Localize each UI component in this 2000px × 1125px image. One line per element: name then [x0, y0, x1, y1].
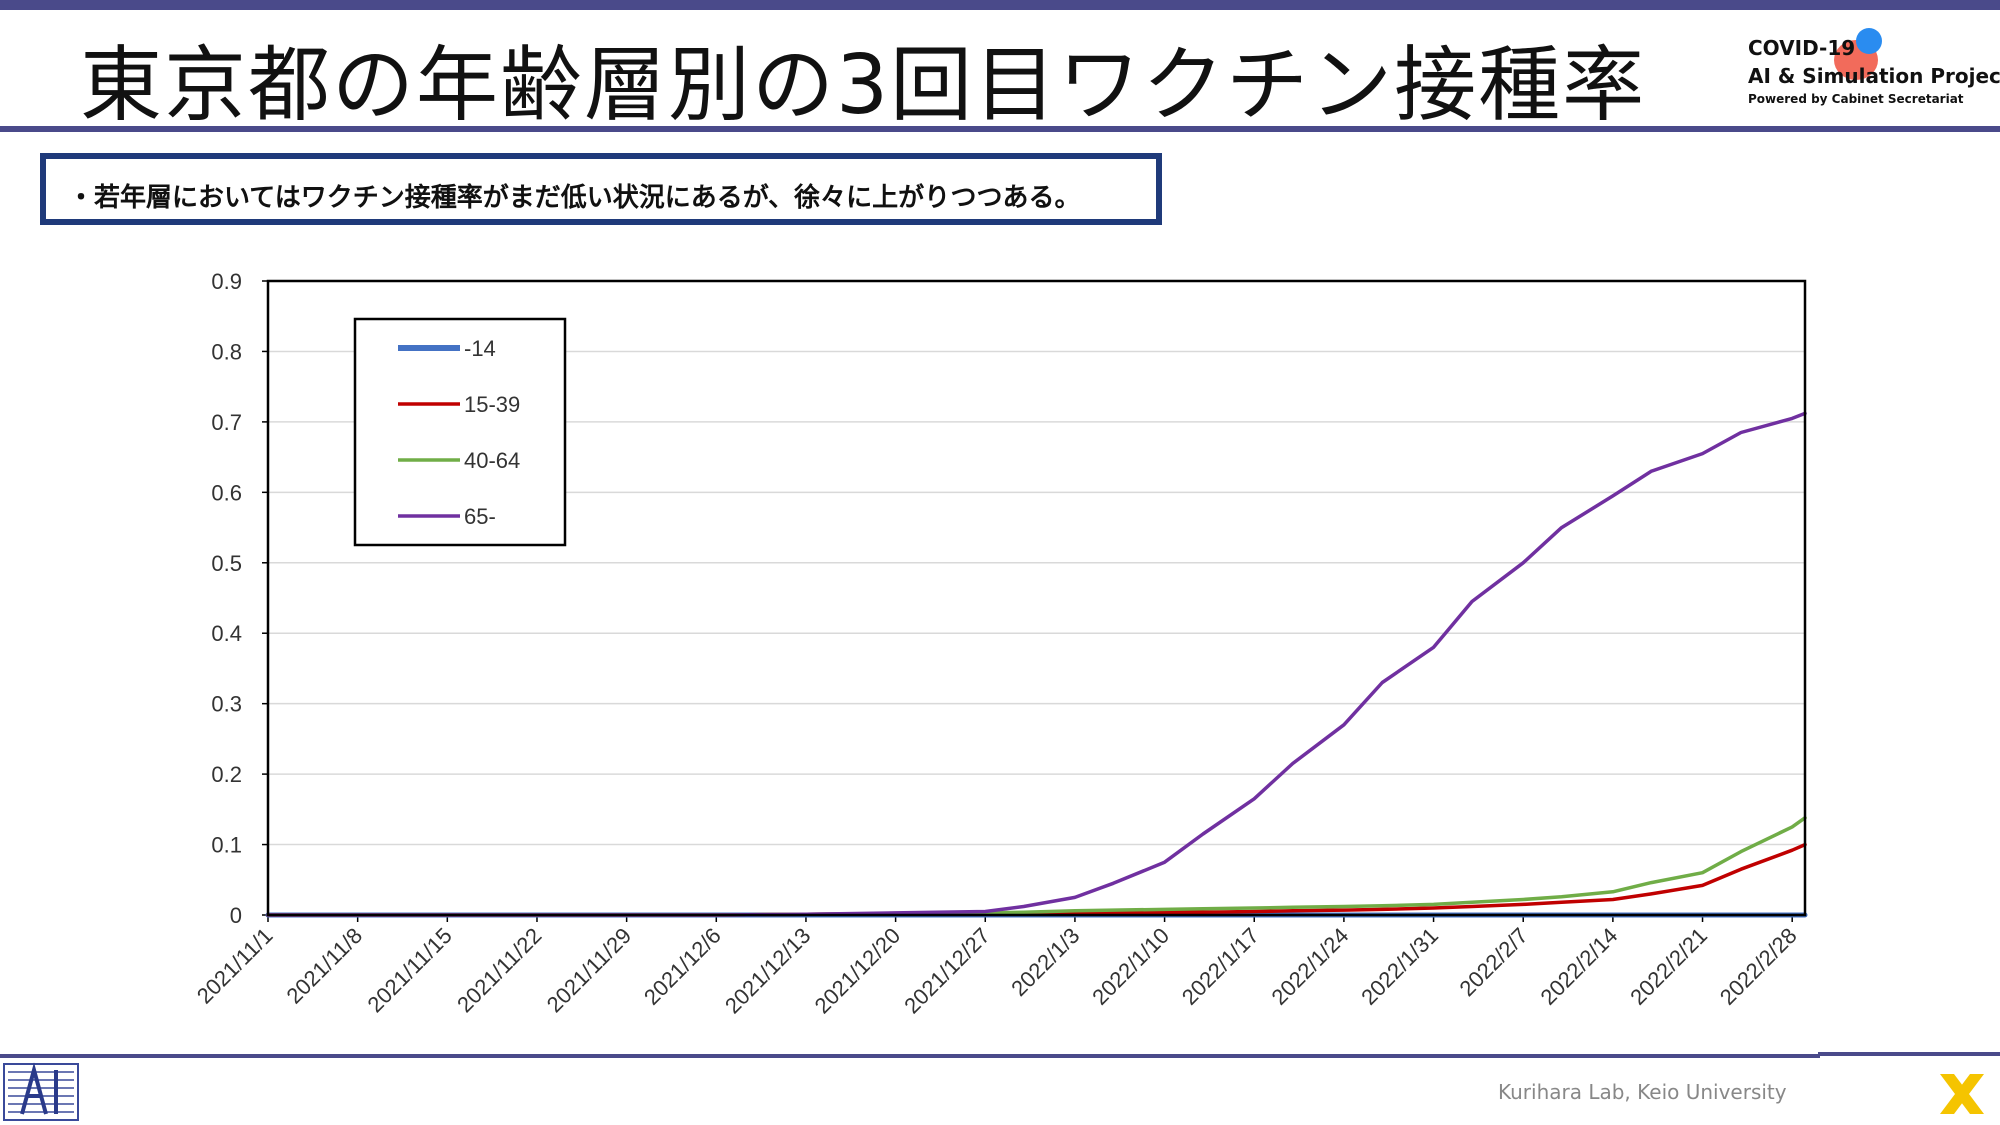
x-tick-label: 2021/11/29: [542, 923, 636, 1017]
title-rule: [0, 126, 2000, 132]
y-tick-label: 0.3: [211, 692, 242, 717]
x-axis-ticks: 2021/11/1 2021/11/82021/11/152021/11/2220…: [192, 915, 1802, 1018]
x-tick-label: 2021/11/22: [452, 923, 546, 1017]
callout-text: ・若年層においてはワクチン接種率がまだ低い状況にあるが、徐々に上がりつつある。: [68, 183, 1081, 213]
logo-line2: AI & Simulation Project: [1748, 64, 2000, 88]
x-tick-label: 2021/11/15: [362, 923, 456, 1017]
x-tick-label: 2021/12/27: [899, 923, 995, 1019]
x-tick-label: 2022/1/3: [1006, 923, 1084, 1001]
x-tick-label: 2021/11/8: [281, 923, 367, 1009]
legend: -14 15-39 40-64 65-: [353, 317, 567, 547]
x-tick-label: 2021/12/20: [810, 923, 906, 1019]
logo-line1: COVID-19: [1748, 36, 1856, 60]
plot-frame: [266, 279, 1807, 917]
x-tick-label: 2022/1/17: [1177, 923, 1264, 1010]
summary-callout: ・若年層においてはワクチン接種率がまだ低い状況にあるが、徐々に上がりつつある。: [40, 153, 1162, 225]
vaccination-rate-chart: 00.10.20.30.40.50.60.70.80.9 2021/11/1 20…: [192, 269, 1808, 1018]
x-tick-label: 2022/2/14: [1536, 923, 1623, 1010]
page-title: 東京都の年齢層別の3回目ワクチン接種率: [80, 38, 1647, 133]
y-tick-label: 0.4: [211, 621, 242, 646]
y-tick-label: 0.9: [211, 269, 242, 294]
x-tick-label: 2022/1/31: [1356, 923, 1443, 1010]
legend-label: 65-: [464, 504, 496, 529]
y-tick-label: 0.5: [211, 551, 242, 576]
x-tick-label: 2022/2/7: [1455, 923, 1533, 1001]
bottom-rule-right: [1818, 1052, 2000, 1056]
y-tick-label: 0.7: [211, 410, 242, 435]
x-tick-label: 2021/12/6: [639, 923, 726, 1010]
legend-box: [353, 317, 567, 547]
covid19-project-logo: COVID-19 AI & Simulation Project Powered…: [1748, 24, 2000, 114]
legend-label: 15-39: [464, 392, 520, 417]
x-tick-label: 2022/1/10: [1087, 923, 1174, 1010]
top-rule: [0, 0, 2000, 10]
legend-label: -14: [464, 336, 496, 361]
x-tick-label: 2021/11/1: [192, 923, 278, 1009]
logo-blue-dot: [1856, 28, 1882, 54]
x-tick-label: 2022/2/21: [1625, 923, 1712, 1010]
x-tick-label: 2022/2/28: [1715, 923, 1802, 1010]
lab-logo-icon: [3, 1062, 79, 1121]
y-tick-label: 0.1: [211, 833, 242, 858]
y-tick-label: 0: [230, 903, 242, 928]
y-tick-label: 0.2: [211, 762, 242, 787]
series-line-65: [266, 411, 1807, 917]
bottom-rule: [0, 1054, 1820, 1058]
x-tick-label: 2021/12/13: [720, 923, 816, 1019]
legend-label: 40-64: [464, 448, 520, 473]
logo-line3: Powered by Cabinet Secretariat: [1748, 92, 1964, 106]
y-axis-ticks: 0 0.1 0.2 0.3 0.4 0.5 0.6 0.7 0.8 0.9: [211, 269, 268, 928]
gridlines: [268, 350, 1805, 846]
x-mark-logo-icon: [1940, 1074, 1984, 1114]
x-tick-label: 2022/1/24: [1267, 923, 1354, 1010]
y-tick-label: 0.6: [211, 480, 242, 505]
y-tick-label: 0.8: [211, 339, 242, 364]
footer-credit: Kurihara Lab, Keio University: [1498, 1080, 1787, 1104]
